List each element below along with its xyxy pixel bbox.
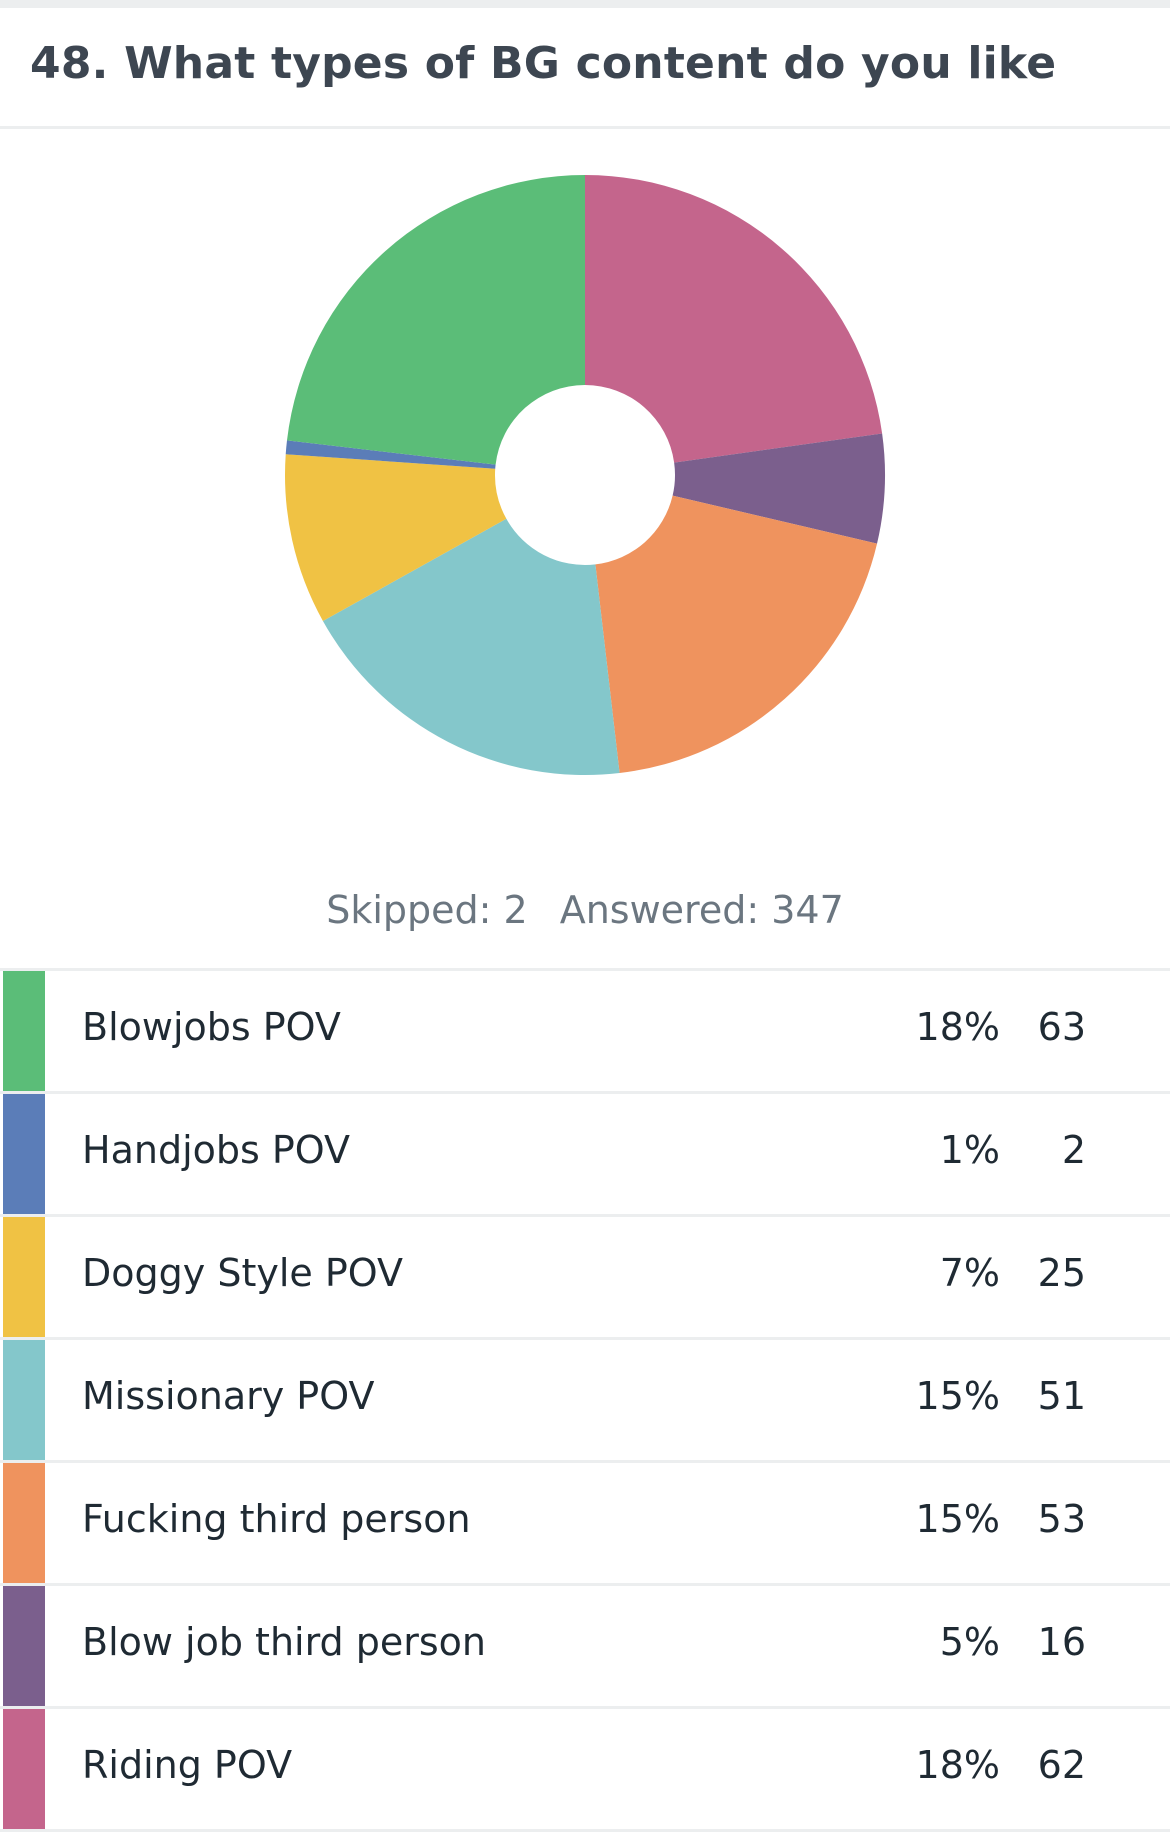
answer-row-riding-pov: Riding POV 18% 62 <box>0 1709 1170 1832</box>
donut-chart <box>285 175 885 776</box>
slice-missionary-pov[interactable] <box>322 518 620 776</box>
answer-percent: 1% <box>939 1128 1000 1172</box>
answered-count: Answered: 347 <box>559 888 844 932</box>
answer-percent: 15% <box>915 1374 1000 1418</box>
answer-count: 63 <box>1037 1005 1086 1049</box>
answer-count: 53 <box>1037 1497 1086 1541</box>
answer-label: Blowjobs POV <box>82 1005 341 1049</box>
slice-doggy-style-pov[interactable] <box>285 454 507 621</box>
answer-percent: 5% <box>939 1620 1000 1664</box>
answer-percent: 18% <box>915 1743 1000 1787</box>
slice-handjobs-pov[interactable] <box>285 440 496 469</box>
answer-row-missionary-pov: Missionary POV 15% 51 <box>0 1340 1170 1463</box>
table-top-divider <box>0 968 1170 971</box>
answer-label: Handjobs POV <box>82 1128 351 1172</box>
answer-label: Riding POV <box>82 1743 293 1787</box>
slice-riding-pov[interactable] <box>585 175 883 463</box>
top-divider <box>0 0 1170 8</box>
title-divider <box>0 126 1170 129</box>
legend-swatch <box>3 1463 45 1583</box>
legend-swatch <box>3 971 45 1091</box>
response-summary: Skipped: 2 Answered: 347 <box>0 888 1170 932</box>
answer-label: Blow job third person <box>82 1620 486 1664</box>
question-title: 48. What types of BG content do you like <box>30 38 1057 89</box>
legend-swatch <box>3 1340 45 1460</box>
legend-swatch <box>3 1094 45 1214</box>
answer-count: 51 <box>1037 1374 1086 1418</box>
skipped-count: Skipped: 2 <box>326 888 528 932</box>
slice-fucking-third-person[interactable] <box>595 495 878 774</box>
legend-swatch <box>3 1217 45 1337</box>
answer-count: 62 <box>1037 1743 1086 1787</box>
answer-count: 16 <box>1037 1620 1086 1664</box>
answer-row-doggy-style-pov: Doggy Style POV 7% 25 <box>0 1217 1170 1340</box>
answer-row-handjobs-pov: Handjobs POV 1% 2 <box>0 1094 1170 1217</box>
answer-count: 25 <box>1037 1251 1086 1295</box>
answer-row-blow-job-third-person: Blow job third person 5% 16 <box>0 1586 1170 1709</box>
answer-row-blowjobs-pov: Blowjobs POV 18% 63 <box>0 971 1170 1094</box>
answer-label: Missionary POV <box>82 1374 375 1418</box>
slice-blowjobs-pov[interactable] <box>286 175 585 465</box>
answer-count: 2 <box>1061 1128 1086 1172</box>
legend-swatch <box>3 1709 45 1829</box>
slice-blow-job-third-person[interactable] <box>672 433 885 544</box>
answer-percent: 18% <box>915 1005 1000 1049</box>
legend-swatch <box>3 1586 45 1706</box>
answer-label: Fucking third person <box>82 1497 471 1541</box>
answer-choices-table: Blowjobs POV 18% 63 Handjobs POV 1% 2 Doggy St… <box>0 971 1170 1832</box>
answer-label: Doggy Style POV <box>82 1251 403 1295</box>
answer-percent: 15% <box>915 1497 1000 1541</box>
answer-percent: 7% <box>939 1251 1000 1295</box>
answer-row-fucking-third-person: Fucking third person 15% 53 <box>0 1463 1170 1586</box>
